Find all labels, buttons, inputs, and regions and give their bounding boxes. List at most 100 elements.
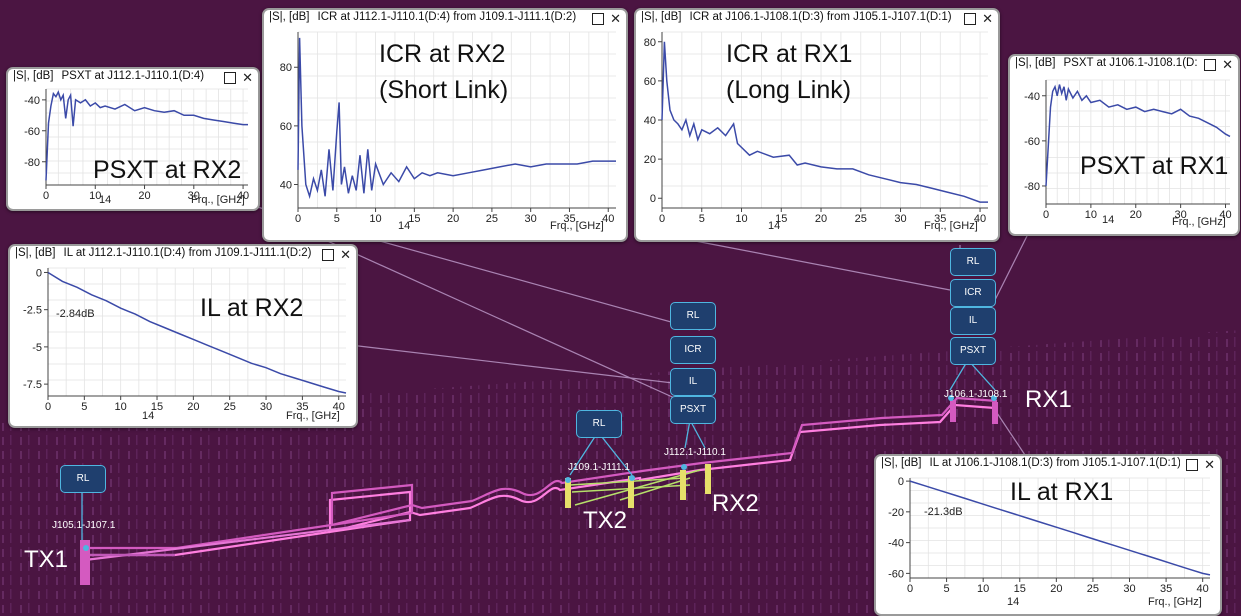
plot-window-il-rx2[interactable]: |S|, [dB] IL at J112.1-J110.1(D:4) from J… [8, 244, 358, 428]
node-rl-rx1[interactable]: RL [950, 248, 996, 276]
x-axis-sub: 14 [398, 220, 411, 232]
y-axis-unit: |S|, [dB] [13, 70, 54, 82]
window-title: PSXT at J106.1-J108.1(D:3) [1063, 57, 1199, 69]
series-line [47, 271, 347, 394]
x-tick-label: 20 [1130, 209, 1142, 221]
x-tick-label: 40 [602, 213, 614, 225]
node-icr-rx2[interactable]: ICR [670, 336, 716, 364]
x-tick-label: 40 [237, 190, 249, 202]
y-tick-label: 80 [280, 62, 292, 74]
plot-window-icr-rx1[interactable]: |S|, [dB] ICR at J106.1-J108.1(D:3) from … [634, 8, 1000, 242]
maximize-icon[interactable] [1186, 459, 1198, 471]
plot-window-il-rx1[interactable]: |S|, [dB] IL at J106.1-J108.1(D:3) from J… [874, 454, 1222, 616]
y-tick-label: 20 [644, 154, 656, 166]
node-rl-rx2[interactable]: RL [670, 302, 716, 330]
node-rl-tx1[interactable]: RL [60, 465, 106, 493]
y-tick-label: -80 [1024, 181, 1040, 193]
window-title: PSXT at J112.1-J110.1(D:4) [61, 70, 205, 82]
close-icon[interactable]: ✕ [1204, 457, 1215, 472]
maximize-icon[interactable] [964, 13, 976, 25]
window-titlebar[interactable]: |S|, [dB] IL at J106.1-J108.1(D:3) from J… [881, 457, 1180, 473]
x-tick-label: 15 [151, 401, 163, 413]
series-line [1045, 84, 1231, 187]
x-tick-label: 5 [699, 213, 705, 225]
node-il-rx1[interactable]: IL [950, 307, 996, 335]
plot-window-icr-rx2[interactable]: |S|, [dB] ICR at J112.1-J110.1(D:4) from … [262, 8, 628, 242]
x-tick-label: 40 [974, 213, 986, 225]
x-tick-label: 20 [447, 213, 459, 225]
x-tick-label: 15 [408, 213, 420, 225]
x-tick-label: 20 [187, 401, 199, 413]
maximize-icon[interactable] [592, 13, 604, 25]
x-tick-label: 0 [1043, 209, 1049, 221]
marker-readout: -2.84dB [56, 308, 95, 320]
x-tick-label: 10 [1085, 209, 1097, 221]
x-tick-label: 5 [944, 583, 950, 595]
y-tick-label: -40 [24, 95, 40, 107]
x-tick-label: 25 [224, 401, 236, 413]
window-titlebar[interactable]: |S|, [dB] PSXT at J106.1-J108.1(D:3) [1015, 57, 1198, 73]
close-icon[interactable]: ✕ [1222, 57, 1233, 72]
node-rl-tx2[interactable]: RL [576, 410, 622, 438]
x-tick-label: 15 [775, 213, 787, 225]
x-tick-label: 35 [296, 401, 308, 413]
close-icon[interactable]: ✕ [242, 70, 253, 85]
x-tick-label: 35 [934, 213, 946, 225]
node-psxt-rx2[interactable]: PSXT [670, 396, 716, 424]
label-rx1: RX1 [1025, 386, 1072, 413]
label-rx2: RX2 [712, 490, 759, 517]
x-axis-label: Frq., [GHz] [286, 410, 340, 422]
y-axis-unit: |S|, [dB] [641, 11, 682, 23]
y-tick-label: 40 [644, 115, 656, 127]
x-axis-label: Frq., [GHz] [924, 220, 978, 232]
y-axis-unit: |S|, [dB] [15, 247, 56, 259]
close-icon[interactable]: ✕ [610, 11, 621, 26]
y-tick-label: 40 [280, 180, 292, 192]
x-axis-sub: 14 [99, 194, 112, 206]
plot-annotation: PSXT at RX1 [1080, 152, 1229, 180]
y-axis-unit: |S|, [dB] [1015, 57, 1056, 69]
y-tick-label: 0 [650, 193, 656, 205]
node-icr-rx1[interactable]: ICR [950, 279, 996, 307]
y-axis-unit: |S|, [dB] [881, 457, 922, 469]
window-title: ICR at J112.1-J110.1(D:4) from J109.1-J1… [317, 11, 577, 23]
label-tx2: TX2 [583, 507, 628, 534]
maximize-icon[interactable] [1204, 59, 1216, 71]
x-tick-label: 5 [81, 401, 87, 413]
chart-psxt-rx2: 0 10 20 30 40 -40 -60 -80 [24, 88, 249, 202]
chart-icr-rx1: 0 5 10 15 20 25 30 35 40 0 20 40 60 80 [644, 31, 988, 225]
node-il-rx2[interactable]: IL [670, 368, 716, 396]
maximize-icon[interactable] [322, 249, 334, 261]
x-tick-label: 30 [260, 401, 272, 413]
plot-window-psxt-rx2[interactable]: |S|, [dB] PSXT at J112.1-J110.1(D:4) ✕ 0 1… [6, 67, 260, 211]
x-tick-label: 40 [1219, 209, 1231, 221]
y-tick-label: 60 [280, 121, 292, 133]
window-titlebar[interactable]: |S|, [dB] IL at J112.1-J110.1(D:4) from J… [15, 247, 316, 263]
maximize-icon[interactable] [224, 72, 236, 84]
close-icon[interactable]: ✕ [982, 11, 993, 26]
node-psxt-rx1[interactable]: PSXT [950, 337, 996, 365]
series-line [45, 90, 248, 181]
x-tick-label: 35 [1160, 583, 1172, 595]
x-axis-sub: 14 [142, 410, 155, 422]
x-tick-label: 35 [563, 213, 575, 225]
chart-icr-rx2: 0 5 10 15 20 25 30 35 40 40 60 80 [280, 31, 616, 225]
x-axis-sub: 14 [1007, 596, 1020, 608]
y-tick-label: -60 [888, 568, 904, 580]
marker-readout: -21.3dB [924, 506, 963, 518]
plot-window-psxt-rx1[interactable]: |S|, [dB] PSXT at J106.1-J108.1(D:3) ✕ 0 1… [1008, 54, 1240, 236]
rx1-pads [950, 400, 998, 424]
series-line [297, 37, 616, 200]
y-tick-label: -40 [888, 538, 904, 550]
window-titlebar[interactable]: |S|, [dB] ICR at J112.1-J110.1(D:4) from … [269, 11, 586, 27]
x-tick-label: 0 [43, 190, 49, 202]
x-tick-label: 30 [525, 213, 537, 225]
window-titlebar[interactable]: |S|, [dB] ICR at J106.1-J108.1(D:3) from … [641, 11, 958, 27]
y-axis-unit: |S|, [dB] [269, 11, 310, 23]
y-tick-label: -60 [1024, 136, 1040, 148]
port-label-tx2: J109.1-J111.1 [568, 462, 630, 473]
close-icon[interactable]: ✕ [340, 247, 351, 262]
x-axis-sub: 14 [768, 220, 781, 232]
window-titlebar[interactable]: |S|, [dB] PSXT at J112.1-J110.1(D:4) [13, 70, 218, 86]
x-tick-label: 25 [486, 213, 498, 225]
